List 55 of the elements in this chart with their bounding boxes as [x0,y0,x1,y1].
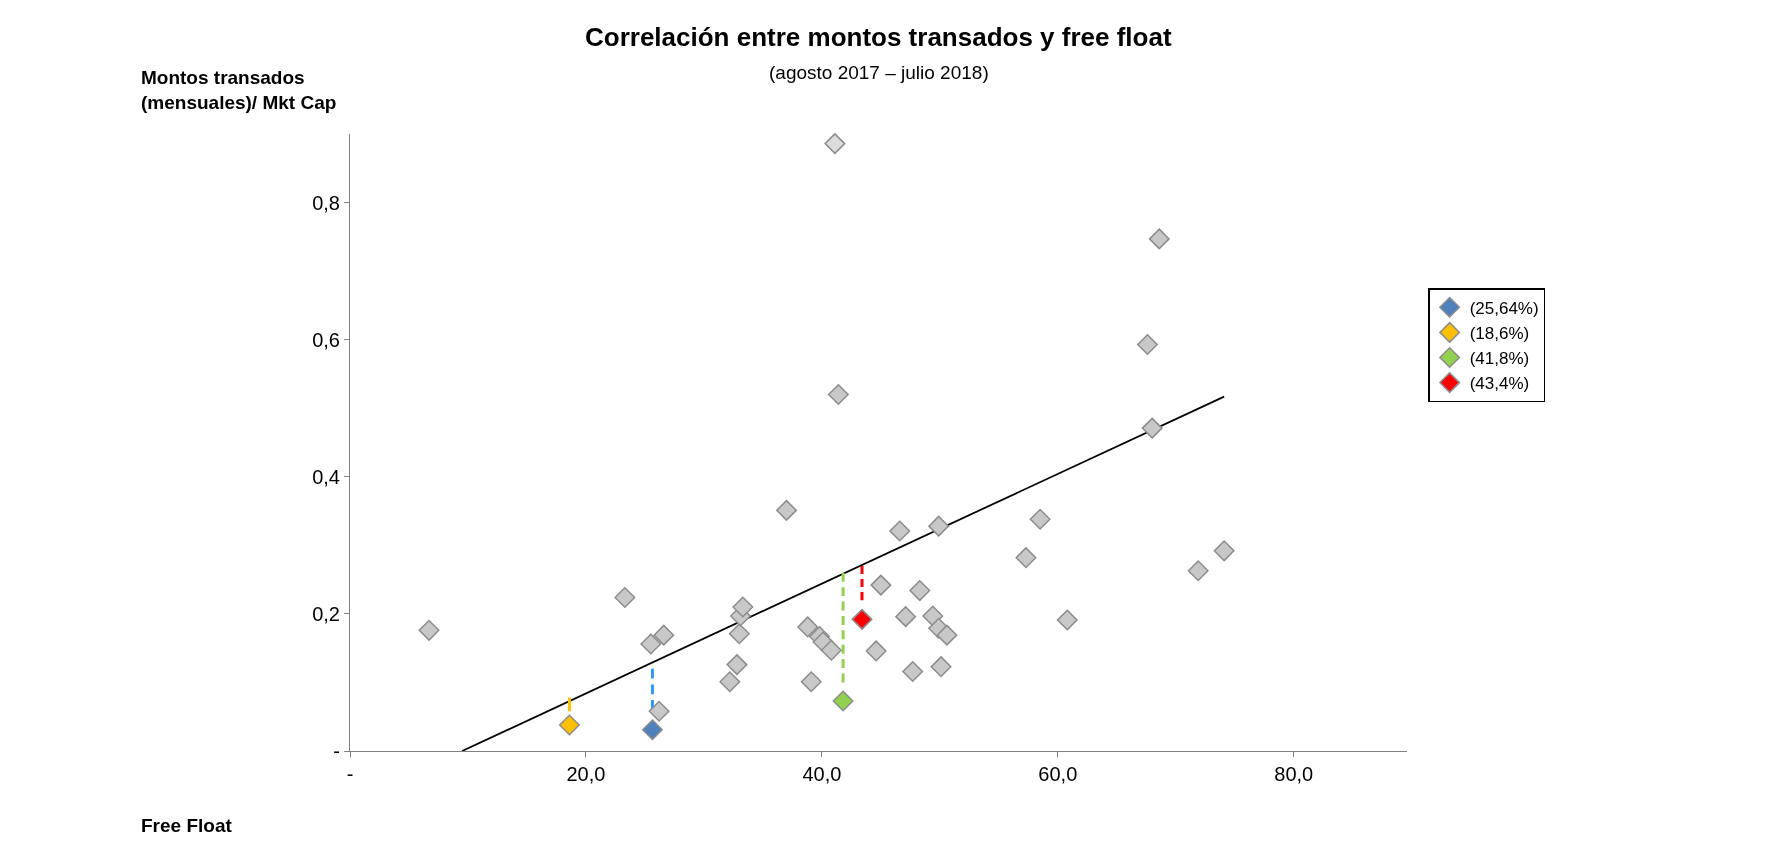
point [832,690,854,712]
legend-label: (18,6%) [1469,324,1530,344]
chart-subtitle: (agosto 2017 – julio 2018) [769,62,989,83]
point [865,640,887,662]
point [1015,547,1037,569]
point [1056,609,1078,631]
point [800,671,822,693]
point [824,133,846,155]
point [922,605,944,627]
point [418,619,440,641]
x-tick-label: 40,0 [802,763,842,785]
y-tick-label: 0,4 [312,465,340,488]
chart-title: Correlación entre montos transados y free float [585,22,1172,52]
point [732,596,754,618]
legend-label: (41,8%) [1469,349,1530,369]
point [648,700,670,722]
y-tick-label: 0,6 [312,328,340,351]
point [726,654,748,676]
point [827,384,849,406]
y-tick-label: 0,8 [312,191,340,214]
point [1187,560,1209,582]
point [909,580,931,602]
point [1141,417,1163,439]
point [614,586,636,608]
point [1029,508,1051,530]
point [797,616,819,638]
point [719,671,741,693]
point [936,624,958,646]
point [1213,540,1235,562]
point [889,520,911,542]
point [1136,333,1158,355]
y-tick-label: 0,2 [312,602,340,625]
point [870,574,892,596]
point [820,639,842,661]
x-tick-label: 20,0 [566,763,606,785]
x-tick-label: 80,0 [1274,763,1314,785]
point [653,624,675,646]
point [558,714,580,736]
legend-label: (43,4%) [1469,374,1530,394]
point [902,660,924,682]
point [728,623,750,645]
point [930,656,952,678]
point [1148,228,1170,250]
text: Free Float [141,815,233,836]
point [775,499,797,521]
point [851,608,873,630]
x-tick-label: - [346,763,354,785]
legend-label: (25,64%) [1469,298,1539,318]
x-tick-label: 60,0 [1038,763,1078,785]
point [928,515,950,537]
point [641,719,663,741]
point [895,606,917,628]
point [640,633,662,655]
y-tick-label: - [333,740,340,762]
y-axis-title: Montos transados (mensuales)/ Mkt Cap [141,67,337,113]
